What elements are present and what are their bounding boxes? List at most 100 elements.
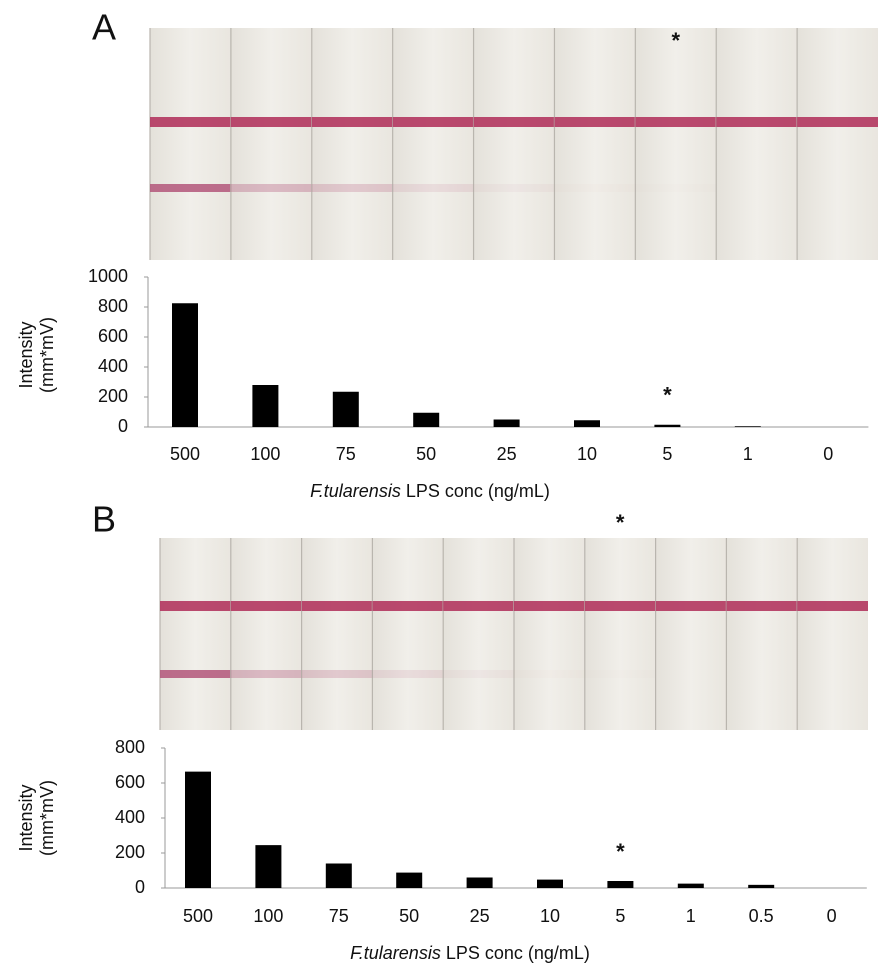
y-axis-label: Intensity <box>16 321 36 388</box>
test-line <box>301 670 373 678</box>
y-tick-label: 800 <box>115 737 145 757</box>
test-strip <box>514 538 585 730</box>
test-strip <box>392 28 474 260</box>
test-line <box>160 670 231 678</box>
bar <box>325 863 352 888</box>
control-line <box>584 601 656 611</box>
panel-label: B <box>92 499 116 540</box>
test-strip <box>726 538 798 730</box>
x-axis-label-italic: F.tularensis <box>310 481 401 501</box>
x-tick-label: 10 <box>540 906 560 926</box>
photo-star: * <box>616 510 625 535</box>
test-strip <box>372 538 444 730</box>
x-tick-label: 0 <box>827 906 837 926</box>
bar <box>493 419 520 427</box>
x-axis-label-italic: F.tularensis <box>350 943 441 963</box>
bar <box>748 884 775 888</box>
y-tick-label: 800 <box>98 296 128 316</box>
x-tick-label: 5 <box>662 444 672 464</box>
bar <box>255 845 282 888</box>
x-tick-label: 100 <box>250 444 280 464</box>
control-line <box>301 601 373 611</box>
test-strip <box>797 538 868 730</box>
bar <box>413 412 440 427</box>
x-tick-label: 50 <box>416 444 436 464</box>
test-line <box>230 184 312 192</box>
control-line <box>160 601 231 611</box>
x-tick-label: 1 <box>686 906 696 926</box>
control-line <box>514 601 585 611</box>
x-axis-label: F.tularensis LPS conc (ng/mL) <box>310 481 550 501</box>
test-strip <box>584 538 656 730</box>
bar <box>574 420 600 427</box>
bar-star: * <box>616 839 625 864</box>
test-line <box>372 670 444 678</box>
test-line <box>443 670 514 678</box>
x-tick-label: 0.5 <box>749 906 774 926</box>
y-tick-label: 600 <box>115 772 145 792</box>
test-strip <box>150 28 231 260</box>
control-line <box>473 117 555 127</box>
x-tick-label: 500 <box>170 444 200 464</box>
bar <box>172 303 198 427</box>
test-line <box>473 184 555 192</box>
control-line <box>443 601 514 611</box>
bar <box>396 872 423 888</box>
y-tick-label: 600 <box>98 326 128 346</box>
control-line <box>554 117 636 127</box>
x-axis-label-text: LPS conc (ng/mL) <box>406 481 550 501</box>
control-line <box>797 601 868 611</box>
bar <box>185 771 211 888</box>
x-tick-label: 0 <box>823 444 833 464</box>
x-tick-label: 25 <box>497 444 517 464</box>
control-line <box>655 601 727 611</box>
x-tick-label: 75 <box>336 444 356 464</box>
x-tick-label: 5 <box>615 906 625 926</box>
y-tick-label: 200 <box>98 386 128 406</box>
control-line <box>716 117 798 127</box>
bar <box>252 385 279 427</box>
x-tick-label: 100 <box>253 906 283 926</box>
test-strip <box>655 538 727 730</box>
test-strip <box>160 538 231 730</box>
test-strip <box>635 28 717 260</box>
x-tick-label: 500 <box>183 906 213 926</box>
test-line <box>150 184 231 192</box>
control-line <box>230 601 302 611</box>
y-axis-label: Intensity <box>16 784 36 851</box>
x-tick-label: 50 <box>399 906 419 926</box>
test-line <box>554 184 635 192</box>
control-line <box>230 117 312 127</box>
test-strip <box>230 28 312 260</box>
test-strip <box>230 538 302 730</box>
bar <box>734 426 761 427</box>
control-line <box>372 601 444 611</box>
control-line <box>797 117 878 127</box>
control-line <box>311 117 393 127</box>
bar <box>607 881 634 888</box>
y-tick-label: 400 <box>98 356 128 376</box>
test-strip <box>473 28 555 260</box>
test-strip <box>443 538 514 730</box>
test-strip <box>311 28 393 260</box>
test-line <box>635 184 716 192</box>
test-line <box>514 670 585 678</box>
y-tick-label: 1000 <box>88 266 128 286</box>
y-tick-label: 0 <box>118 416 128 436</box>
y-tick-label: 0 <box>135 877 145 897</box>
test-strip <box>301 538 373 730</box>
test-line <box>392 184 474 192</box>
bar <box>466 877 493 888</box>
bar-star: * <box>663 383 672 408</box>
y-tick-label: 400 <box>115 807 145 827</box>
bar <box>654 424 681 427</box>
control-line <box>150 117 231 127</box>
x-axis-label-text: LPS conc (ng/mL) <box>446 943 590 963</box>
x-axis-label: F.tularensis LPS conc (ng/mL) <box>350 943 590 963</box>
x-tick-label: 25 <box>470 906 490 926</box>
test-line <box>585 670 656 678</box>
control-line <box>726 601 798 611</box>
x-tick-label: 10 <box>577 444 597 464</box>
y-axis-label: (mm*mV) <box>37 780 57 856</box>
